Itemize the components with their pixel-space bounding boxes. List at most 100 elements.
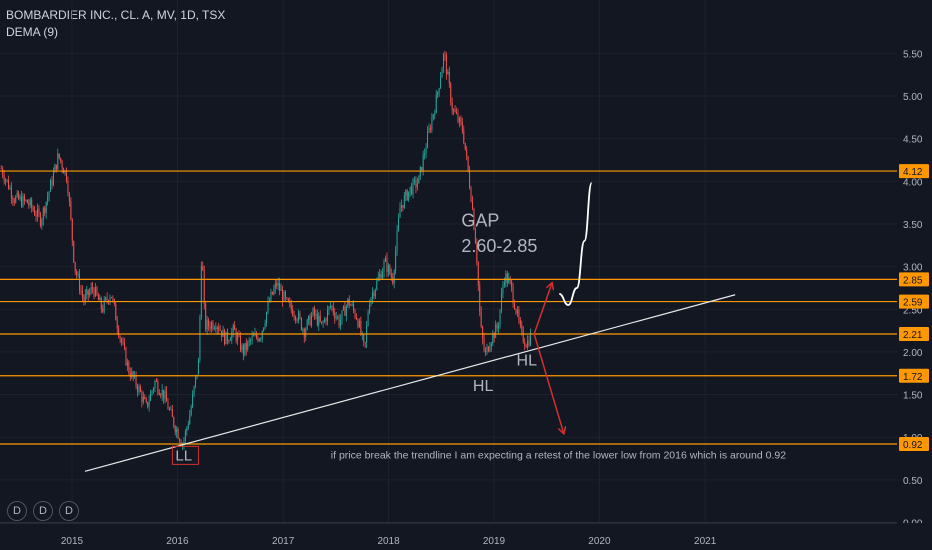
candle-body xyxy=(399,208,401,219)
candle-body xyxy=(128,362,130,373)
candle-body xyxy=(505,273,507,283)
candle-body xyxy=(158,392,160,395)
candle-body xyxy=(206,319,208,330)
candle-body xyxy=(490,343,492,348)
candle-body xyxy=(122,342,124,344)
candle-body xyxy=(529,332,531,346)
candle-body xyxy=(516,309,518,314)
candle-body xyxy=(163,389,165,399)
candle-body xyxy=(186,427,188,432)
candle-body xyxy=(12,197,14,201)
candle-body xyxy=(199,317,201,360)
candle-body xyxy=(92,287,94,290)
candle-body xyxy=(21,196,23,207)
candle-body xyxy=(74,261,76,272)
candle-body xyxy=(387,265,389,272)
candle-body xyxy=(16,192,18,197)
candle-body xyxy=(6,179,8,181)
candle-body xyxy=(157,381,159,393)
candle-body xyxy=(19,196,21,200)
y-tick-label-1: 0.50 xyxy=(903,476,923,487)
candle-body xyxy=(183,440,185,445)
candle-body xyxy=(453,109,455,111)
candle-body xyxy=(463,130,465,143)
candle-body xyxy=(309,315,311,326)
candle-body xyxy=(480,311,482,327)
drawing-toggle-button-2[interactable]: D xyxy=(33,501,53,521)
candle-body xyxy=(168,409,170,411)
candle-body xyxy=(10,187,12,198)
candle-body xyxy=(527,340,529,348)
candle-body xyxy=(299,312,301,318)
candle-body xyxy=(208,319,210,327)
candle-body xyxy=(261,330,263,339)
indicator-label[interactable]: DEMA (9) xyxy=(6,25,59,39)
candle-body xyxy=(350,305,352,306)
x-tick-label-4: 2019 xyxy=(483,536,506,547)
candle-body xyxy=(228,340,230,342)
candle-body xyxy=(400,205,402,209)
candle-body xyxy=(257,337,259,341)
candle-body xyxy=(87,289,89,296)
candle-body xyxy=(495,324,497,338)
candle-body xyxy=(118,328,120,337)
hl-label-1: HL xyxy=(473,378,494,395)
candle-body xyxy=(9,187,11,189)
candle-body xyxy=(138,386,140,392)
candle-body xyxy=(358,320,360,327)
candle-body xyxy=(321,321,323,323)
candle-body xyxy=(126,362,128,366)
candle-body xyxy=(360,320,362,335)
candle-body xyxy=(369,304,371,313)
candle-body xyxy=(344,306,346,316)
candle-body xyxy=(324,318,326,323)
candle-body xyxy=(519,320,521,326)
candle-body xyxy=(209,326,211,329)
candle-body xyxy=(292,309,294,316)
candle-body xyxy=(86,289,88,295)
candle-body xyxy=(139,386,141,393)
candle-body xyxy=(512,287,514,304)
candle-body xyxy=(345,306,347,316)
candle-body xyxy=(287,298,289,302)
candle-body xyxy=(458,117,460,122)
candle-body xyxy=(106,297,108,301)
candle-body xyxy=(319,315,321,322)
level-tag-label-4-12: 4.12 xyxy=(903,167,923,178)
candle-body xyxy=(393,270,395,284)
annotation-note: if price break the trendline I am expect… xyxy=(331,450,786,462)
drawing-toggle-button-3[interactable]: D xyxy=(59,501,79,521)
candle-body xyxy=(141,392,143,402)
candle-body xyxy=(260,338,262,340)
candle-body xyxy=(447,71,449,75)
candle-body xyxy=(351,304,353,306)
candle-body xyxy=(215,328,217,330)
candle-body xyxy=(38,208,40,214)
candle-body xyxy=(503,282,505,286)
candle-body xyxy=(403,195,405,208)
candle-body xyxy=(392,277,394,284)
candle-body xyxy=(282,289,284,301)
candle-body xyxy=(448,71,450,84)
candle-body xyxy=(144,396,146,399)
candle-body xyxy=(456,112,458,114)
candle-body xyxy=(67,180,69,194)
candle-body xyxy=(119,336,121,339)
candle-body xyxy=(386,258,388,272)
candle-body xyxy=(467,156,469,171)
candle-body xyxy=(145,398,147,403)
y-tick-label-7: 3.50 xyxy=(903,220,923,231)
candle-body xyxy=(342,306,344,311)
drawing-toggle-button-1[interactable]: D xyxy=(7,501,27,521)
candle-body xyxy=(48,191,50,197)
candle-body xyxy=(232,325,234,332)
candle-body xyxy=(451,102,453,111)
candle-body xyxy=(71,218,73,241)
candle-body xyxy=(354,309,356,317)
candle-body xyxy=(50,180,52,192)
candle-body xyxy=(89,291,91,296)
candle-body xyxy=(239,336,241,351)
candle-body xyxy=(284,291,286,298)
candle-body xyxy=(514,303,516,310)
